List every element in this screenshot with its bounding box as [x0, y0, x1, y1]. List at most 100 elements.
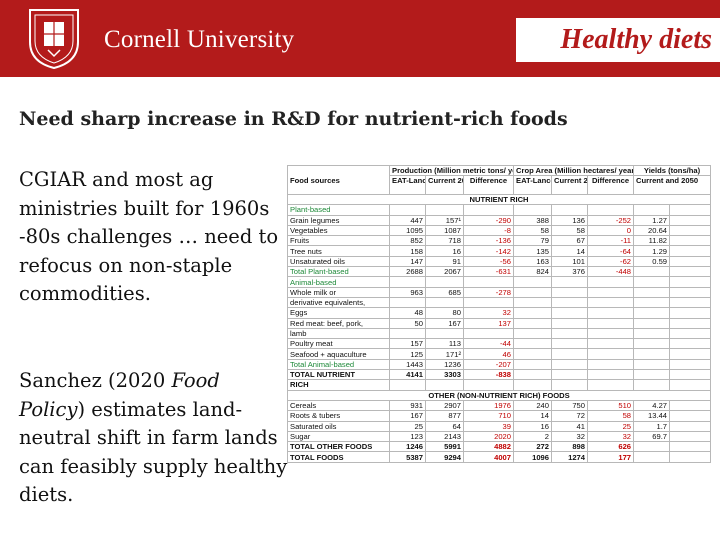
table-cell — [425, 296, 464, 309]
table-cell: 1087 — [425, 224, 464, 237]
table-cell: 72 — [551, 410, 588, 422]
table-cell — [513, 204, 552, 216]
row-label: TOTAL NUTRIENT — [287, 369, 390, 381]
table-cell: 20.64 — [633, 224, 671, 237]
table-cell — [633, 286, 671, 298]
row-label: Whole milk or — [287, 286, 390, 298]
table-cell: -64 — [586, 245, 635, 257]
table-cell: 79 — [513, 235, 552, 247]
row-label: Saturated oils — [287, 420, 390, 432]
table-cell — [669, 204, 712, 216]
paragraph-sanchez-italic: Food Policy — [19, 369, 220, 421]
table-cell — [586, 307, 635, 319]
table-cell: 46 — [463, 348, 514, 360]
row-label: TOTAL FOODS — [287, 451, 390, 463]
table-cell: 58 — [513, 224, 552, 237]
table-cell — [669, 286, 712, 298]
table-cell: 125 — [389, 348, 426, 360]
table-row: Saturated oils 25 64 39 16 41 25 1.7 — [287, 420, 712, 432]
table-cell — [586, 276, 635, 288]
table-row: Fruits 852 718 -136 79 67 -11 11.82 — [287, 235, 712, 247]
table-cell — [669, 369, 712, 381]
table-cell — [389, 296, 426, 309]
section-other-foods: OTHER (NON-NUTRIENT RICH) FOODS — [286, 389, 712, 401]
table-cell — [551, 286, 588, 298]
table-cell: 750 — [551, 399, 588, 412]
paragraph-cgiar: CGIAR and most ag ministries built for 1… — [19, 168, 279, 305]
table-cell: 710 — [463, 410, 514, 422]
table-cell: 1.27 — [633, 214, 671, 226]
table-cell: 58 — [586, 410, 635, 422]
table-cell: 67 — [551, 235, 588, 247]
row-label: Vegetables — [287, 224, 390, 237]
table-cell — [551, 327, 588, 340]
table-cell — [551, 348, 588, 360]
table-cell: 1.7 — [633, 420, 671, 432]
table-cell: -207 — [463, 358, 514, 371]
table-cell — [513, 338, 552, 350]
table-row: RICH — [287, 379, 712, 391]
table-cell — [633, 327, 671, 340]
table-cell — [463, 296, 514, 309]
row-label: Seafood + aquaculture — [287, 348, 390, 360]
table-cell: 32 — [586, 430, 635, 443]
table-cell — [669, 430, 712, 443]
header-eat-lancet-area: EAT-Lancet 2050 — [513, 175, 552, 195]
table-cell: 718 — [425, 235, 464, 247]
table-cell: 147 — [389, 255, 426, 268]
table-cell: 158 — [389, 245, 426, 257]
row-label: Total Plant-based — [287, 266, 390, 278]
table-cell: 16 — [425, 245, 464, 257]
table-row: TOTAL NUTRIENT 4141 3303 -838 — [287, 369, 712, 381]
table-cell — [669, 420, 712, 432]
table-cell — [669, 235, 712, 247]
table-cell: 2 — [513, 430, 552, 443]
table-cell: 4.27 — [633, 399, 671, 412]
table-cell: 2143 — [425, 430, 464, 443]
table-cell — [463, 204, 514, 216]
table-cell — [551, 276, 588, 288]
table-cell: -62 — [586, 255, 635, 268]
table-cell: 1095 — [389, 224, 426, 237]
table-row: Total Plant-based 2688 2067 -631 824 376 -448 — [287, 266, 712, 278]
header-eat-lancet-prod: EAT-Lancet 2050 — [389, 175, 426, 195]
table-cell — [669, 307, 712, 319]
table-cell: 16 — [513, 420, 552, 432]
table-cell — [513, 358, 552, 371]
table-cell: 1096 — [513, 451, 552, 463]
table-row: derivative equivalents, — [287, 296, 712, 309]
table-cell — [513, 296, 552, 309]
header-crop-area: Crop Area (Million hectares/ year) — [512, 164, 635, 177]
table-cell — [669, 399, 712, 412]
row-label: derivative equivalents, — [287, 296, 390, 309]
table-cell: 2907 — [425, 399, 464, 412]
table-cell — [586, 338, 635, 350]
table-cell: 177 — [586, 451, 635, 463]
table-cell — [463, 276, 514, 288]
table-cell: 240 — [513, 399, 552, 412]
table-cell: -631 — [463, 266, 514, 278]
table-row: Animal-based — [287, 276, 712, 288]
table-cell — [633, 358, 671, 371]
row-label: lamb — [287, 327, 390, 340]
table-cell: 3303 — [425, 369, 464, 381]
table-cell — [633, 276, 671, 288]
table-cell — [633, 451, 671, 463]
table-cell — [513, 276, 552, 288]
cornell-seal-icon — [29, 9, 79, 70]
table-cell: -8 — [463, 224, 514, 237]
table-cell — [586, 358, 635, 371]
table-cell — [513, 348, 552, 360]
table-cell: -448 — [586, 266, 635, 278]
row-label: Red meat: beef, pork, — [287, 317, 390, 329]
table-cell: 80 — [425, 307, 464, 319]
table-cell: 4882 — [463, 441, 514, 453]
table-cell: 685 — [425, 286, 464, 298]
table-row: Vegetables 1095 1087 -8 58 58 0 20.64 — [287, 224, 712, 237]
table-cell: 157 — [389, 338, 426, 350]
table-row: Grain legumes 447 157¹ -290 388 136 -252 1.27 — [287, 214, 712, 226]
table-cell: -290 — [463, 214, 514, 226]
table-cell — [463, 327, 514, 340]
header-difference-prod: Difference — [463, 175, 514, 195]
table-cell — [586, 348, 635, 360]
